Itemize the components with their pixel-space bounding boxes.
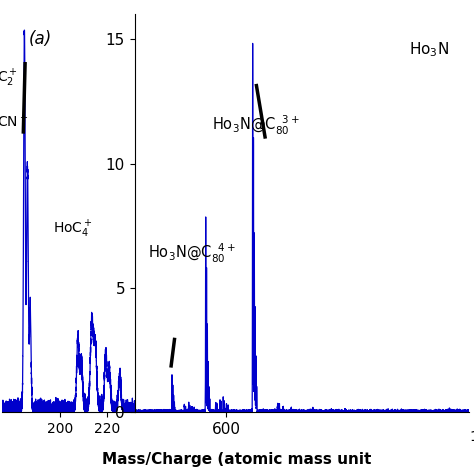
Text: $\mathregular{CN^+}$: $\mathregular{CN^+}$ — [0, 113, 28, 130]
Text: Mass/Charge (atomic mass unit: Mass/Charge (atomic mass unit — [102, 452, 372, 467]
Text: 10: 10 — [470, 430, 474, 444]
Text: (a): (a) — [29, 30, 52, 48]
Text: $\mathregular{C_2^+}$: $\mathregular{C_2^+}$ — [0, 67, 18, 89]
Text: $\mathregular{HoC_4^+}$: $\mathregular{HoC_4^+}$ — [53, 219, 92, 240]
Text: $\mathregular{Ho_3N}$: $\mathregular{Ho_3N}$ — [409, 41, 449, 59]
Text: $\mathregular{Ho_3N@C_{80}^{\ \ 4+}}$: $\mathregular{Ho_3N@C_{80}^{\ \ 4+}}$ — [148, 242, 236, 264]
Text: $\mathregular{Ho_3N@C_{80}^{\ \ 3+}}$: $\mathregular{Ho_3N@C_{80}^{\ \ 3+}}$ — [212, 114, 300, 137]
